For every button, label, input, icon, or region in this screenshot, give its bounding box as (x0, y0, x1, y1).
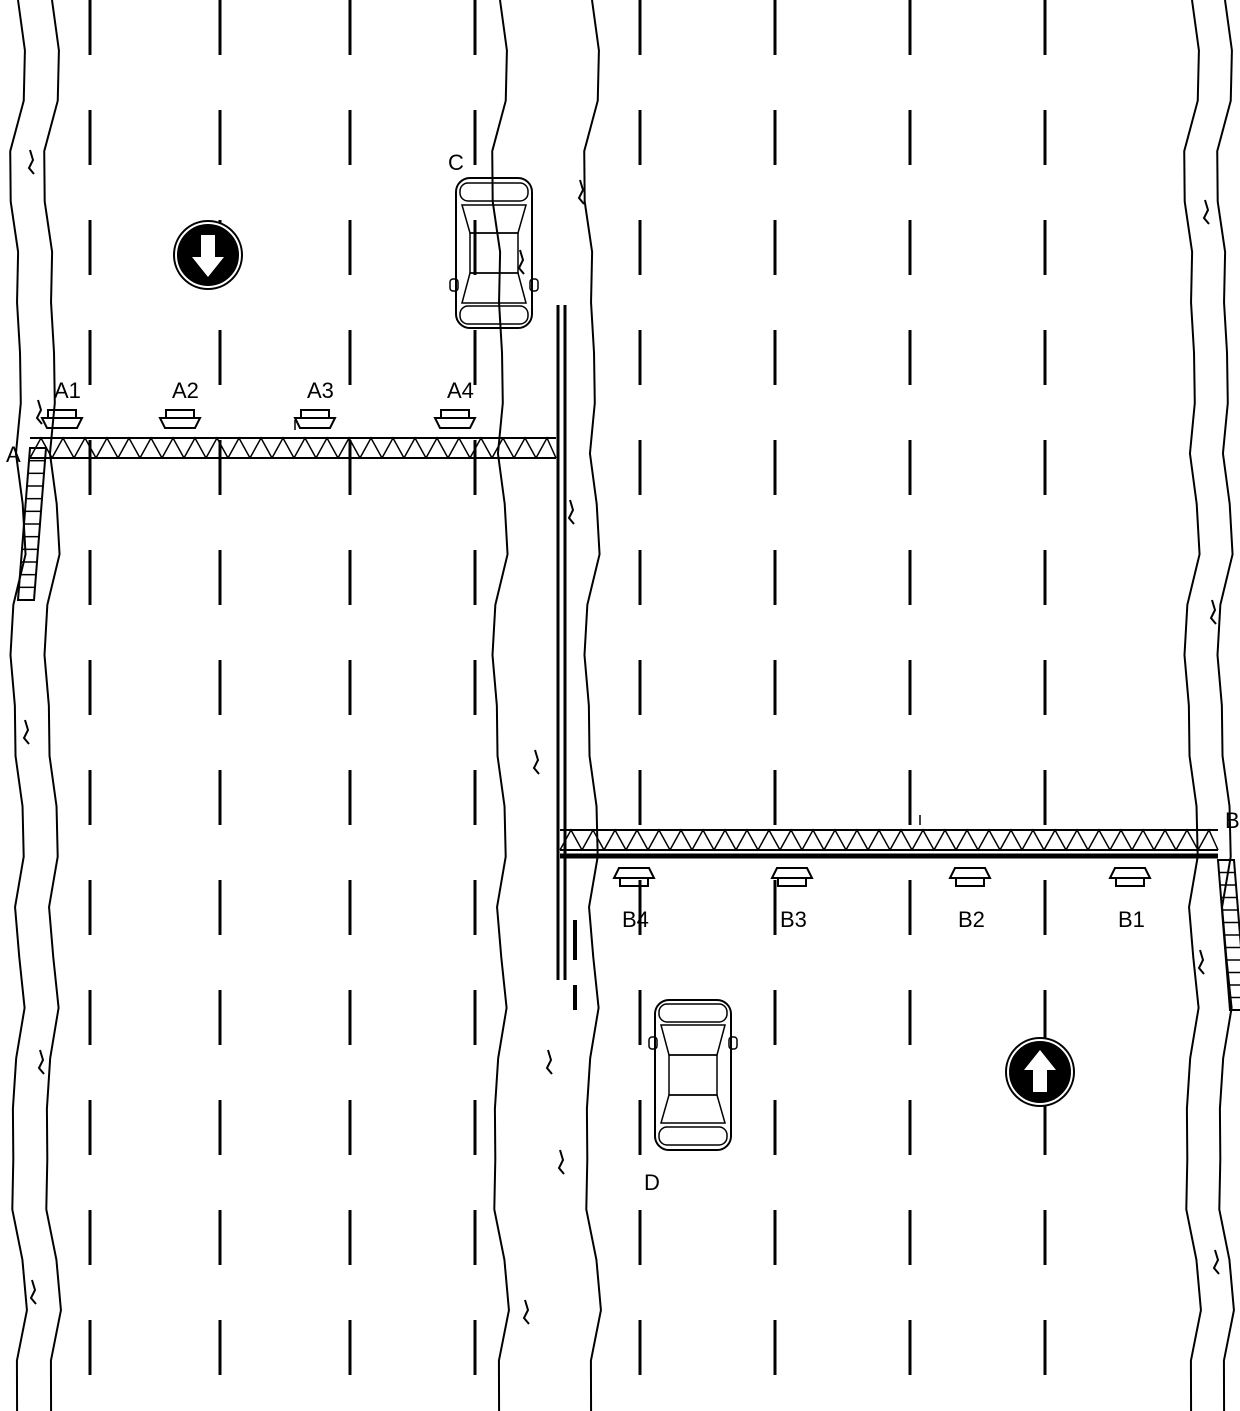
camera-a3 (295, 410, 335, 428)
direction-sign-down (173, 220, 243, 290)
camera-b2 (950, 868, 990, 886)
camera-a1 (42, 410, 82, 428)
label-camera-a1: A1 (54, 378, 81, 404)
lane-lines (90, 0, 1045, 1411)
label-camera-a2: A2 (172, 378, 199, 404)
direction-sign-up (1005, 1037, 1075, 1107)
camera-b1 (1110, 868, 1150, 886)
label-camera-b3: B3 (780, 907, 807, 933)
label-camera-b2: B2 (958, 907, 985, 933)
label-camera-a4: A4 (447, 378, 474, 404)
label-gantry-a: A (6, 442, 21, 468)
label-camera-a3: A3 (307, 378, 334, 404)
car-c (450, 178, 538, 328)
camera-a4 (435, 410, 475, 428)
label-car-c: C (448, 150, 464, 176)
camera-b4 (614, 868, 654, 886)
label-car-d: D (644, 1170, 660, 1196)
camera-a2 (160, 410, 200, 428)
median-barrier (558, 305, 565, 980)
camera-b3 (772, 868, 812, 886)
road-diagram (0, 0, 1240, 1411)
label-camera-b4: B4 (622, 907, 649, 933)
label-camera-b1: B1 (1118, 907, 1145, 933)
label-gantry-b: B (1225, 808, 1240, 834)
car-d (649, 1000, 737, 1150)
road-barriers (10, 0, 1234, 1411)
